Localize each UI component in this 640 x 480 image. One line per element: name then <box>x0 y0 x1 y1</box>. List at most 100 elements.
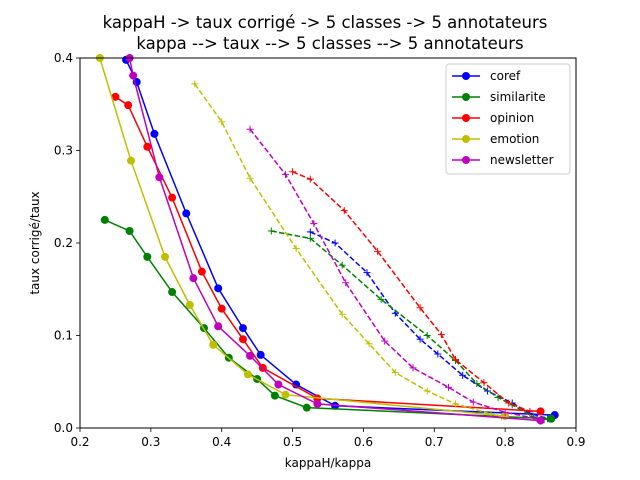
newsletter-dashed-point <box>246 125 254 133</box>
newsletter-dashed-point <box>501 408 509 416</box>
newsletter-point <box>274 380 283 389</box>
newsletter-dashed-point <box>444 383 452 391</box>
emotion-point <box>161 252 170 261</box>
coref-point <box>182 209 191 218</box>
emotion-point <box>127 156 136 165</box>
opinion-dashed-line <box>292 171 531 413</box>
newsletter-dashed-line <box>249 128 538 420</box>
emotion-point <box>209 340 218 349</box>
y-tick-label: 0.1 <box>54 329 73 343</box>
emotion-dashed-point <box>452 400 460 408</box>
legend: coref similarite opinion emotion newsletter <box>445 63 571 175</box>
coref-point <box>256 350 265 359</box>
similarite-dashed-point <box>267 227 275 235</box>
opinion-dashed-point <box>480 379 488 387</box>
opinion-dashed-point <box>437 331 445 339</box>
x-tick-label: 0.5 <box>283 435 302 449</box>
similarite-dashed-point <box>338 261 346 269</box>
legend-frame <box>445 63 571 175</box>
coref-dashed-point <box>331 239 339 247</box>
y-axis-label: taux corrigé/taux <box>28 191 42 294</box>
newsletter-dashed-point <box>310 220 318 228</box>
coref-point <box>238 324 247 333</box>
similarite-dashed-point <box>306 234 314 242</box>
opinion-dashed-point <box>452 356 460 364</box>
opinion-solid-line <box>114 96 541 413</box>
similarite-dashed-point <box>494 393 502 401</box>
coref-dashed-point <box>416 335 424 343</box>
y-tick-label: 0.0 <box>54 421 73 435</box>
emotion-point <box>281 390 290 399</box>
x-tick-label: 0.2 <box>70 435 89 449</box>
opinion-point <box>111 92 120 101</box>
similarite-point <box>270 391 279 400</box>
opinion-point <box>197 267 206 276</box>
newsletter-point <box>536 416 545 425</box>
emotion-dashed-point <box>246 174 254 182</box>
coref-point <box>214 284 223 293</box>
newsletter-point <box>246 351 255 360</box>
legend-similarite-marker <box>462 93 470 101</box>
coref-point <box>150 129 159 138</box>
newsletter-dashed-point <box>469 398 477 406</box>
similarite-point <box>302 403 311 412</box>
coref-point <box>292 380 301 389</box>
legend-opinion-marker <box>462 114 470 122</box>
opinion-dashed-point <box>374 247 382 255</box>
opinion-dashed-point <box>306 175 314 183</box>
emotion-dashed-point <box>191 80 199 88</box>
legend-coref-label: coref <box>490 69 521 83</box>
y-tick-label: 0.4 <box>54 51 73 65</box>
series-layer <box>95 54 559 425</box>
opinion-point <box>217 304 226 313</box>
opinion-point <box>168 193 177 202</box>
emotion-dashed-line <box>194 83 502 418</box>
emotion-dashed-point <box>391 369 399 376</box>
y-axis-ticks: 0.0 0.1 0.2 0.3 0.4 <box>54 51 80 435</box>
newsletter-point <box>189 274 198 283</box>
legend-opinion-label: opinion <box>490 111 534 125</box>
chart-title-line-1: kappaH -> taux corrigé -> 5 classes -> 5… <box>103 13 548 32</box>
legend-newsletter-marker <box>462 156 470 164</box>
coref-dashed-point <box>434 350 442 358</box>
opinion-dashed-point <box>505 399 513 407</box>
similarite-dashed-point <box>423 332 431 339</box>
newsletter-dashed-point <box>281 171 289 179</box>
x-tick-label: 0.7 <box>425 435 444 449</box>
newsletter-point <box>155 173 164 182</box>
opinion-dashed-point <box>340 207 348 215</box>
emotion-dashed-point <box>338 310 346 318</box>
legend-newsletter-label: newsletter <box>490 153 554 167</box>
similarite-point <box>125 226 134 235</box>
opinion-point <box>143 142 152 151</box>
x-tick-label: 0.6 <box>354 435 373 449</box>
emotion-dashed-point <box>292 245 300 253</box>
emotion-dashed-point <box>218 118 226 126</box>
similarite-dashed-point <box>473 380 481 388</box>
similarite-point <box>547 414 556 423</box>
legend-emotion-label: emotion <box>490 132 539 146</box>
emotion-solid-line <box>99 57 506 417</box>
newsletter-dashed-point <box>381 337 389 345</box>
similarite-point <box>143 252 152 261</box>
legend-coref-marker <box>462 72 470 80</box>
x-tick-label: 0.4 <box>212 435 231 449</box>
coref-dashed-point <box>459 371 467 379</box>
emotion-point <box>185 300 194 309</box>
newsletter-dashed-point <box>342 279 350 287</box>
y-tick-label: 0.3 <box>54 144 73 158</box>
newsletter-point <box>313 399 322 408</box>
x-axis-label: kappaH/kappa <box>285 456 371 470</box>
similarite-point <box>168 288 177 297</box>
y-tick-label: 0.2 <box>54 236 73 250</box>
chart-title-line-2: kappa --> taux --> 5 classes --> 5 annot… <box>136 34 523 53</box>
x-axis-ticks: 0.2 0.3 0.4 0.5 0.6 0.7 0.8 0.9 <box>70 428 586 449</box>
emotion-dashed-point <box>423 387 431 395</box>
legend-similarite-label: similarite <box>490 90 546 104</box>
coref-dashed-point <box>363 269 371 277</box>
opinion-point <box>238 335 247 344</box>
opinion-dashed-point <box>289 168 297 176</box>
newsletter-dashed-point <box>409 364 417 372</box>
similarite-dashed-point <box>377 295 385 303</box>
